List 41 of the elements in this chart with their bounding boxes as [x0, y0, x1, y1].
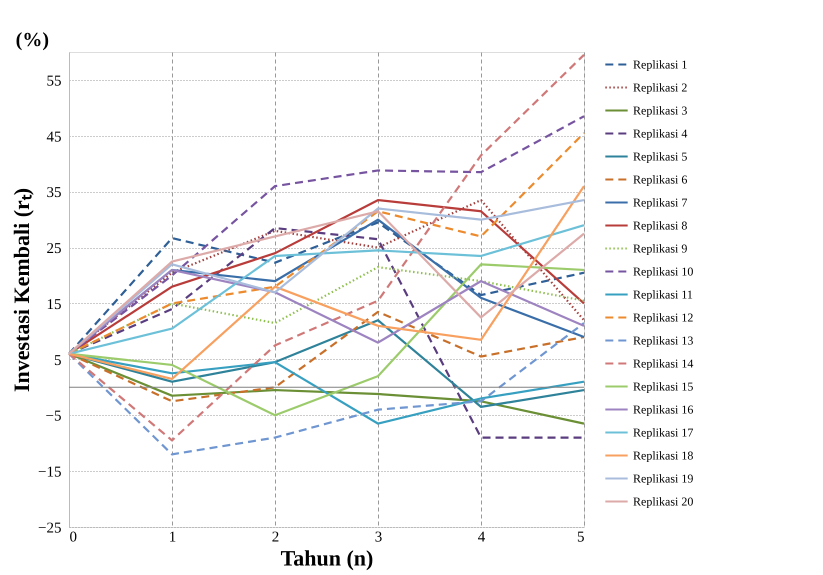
y-tick-label: 35 — [46, 185, 62, 202]
x-axis-title: Tahun (n) — [280, 546, 374, 570]
y-tick-label: 55 — [46, 73, 62, 90]
y-tick-label: 25 — [46, 241, 62, 258]
legend-label: Replikasi 15 — [633, 380, 694, 394]
y-tick-label: 45 — [46, 129, 62, 146]
y-tick-label: 15 — [46, 296, 62, 313]
legend-label: Replikasi 19 — [633, 472, 694, 486]
legend-label: Replikasi 2 — [633, 80, 688, 94]
legend-label: Replikasi 4 — [633, 126, 688, 140]
legend-label: Replikasi 7 — [633, 196, 688, 210]
line-series — [68, 322, 586, 456]
legend-label: Replikasi 1 — [633, 58, 688, 72]
legend-label: Replikasi 11 — [633, 288, 693, 302]
legend-label: Replikasi 14 — [633, 356, 694, 370]
legend-label: Replikasi 9 — [633, 242, 688, 256]
x-tick-label: 3 — [374, 530, 382, 546]
y-tick-label: 5 — [54, 352, 62, 369]
legend-label: Replikasi 18 — [633, 448, 694, 462]
x-tick-label: 4 — [478, 530, 486, 546]
y-tick-label: −5 — [46, 408, 62, 425]
x-tick-label: 0 — [70, 530, 77, 546]
x-tick-label: 1 — [168, 530, 176, 546]
x-tick-label: 2 — [272, 530, 280, 546]
legend-label: Replikasi 17 — [633, 426, 694, 440]
legend-label: Replikasi 16 — [633, 402, 694, 416]
y-tick-label: −15 — [38, 464, 62, 481]
legend-label: Replikasi 10 — [633, 264, 694, 278]
legend-label: Replikasi 6 — [633, 172, 688, 186]
line-series — [68, 185, 586, 380]
legend-label: Replikasi 3 — [633, 104, 688, 118]
x-tick-label: 5 — [577, 530, 584, 546]
legend-label: Replikasi 12 — [633, 310, 694, 324]
legend-label: Replikasi 5 — [633, 150, 688, 164]
line-series — [68, 54, 586, 442]
legend-label: Replikasi 13 — [633, 334, 694, 348]
y-tick-label: −25 — [38, 520, 62, 536]
legend-label: Replikasi 8 — [633, 218, 688, 232]
text: (%) — [16, 29, 49, 51]
y-axis-title: Investasi Kembali (rₜ) — [9, 188, 34, 392]
legend-label: Replikasi 20 — [633, 494, 694, 508]
